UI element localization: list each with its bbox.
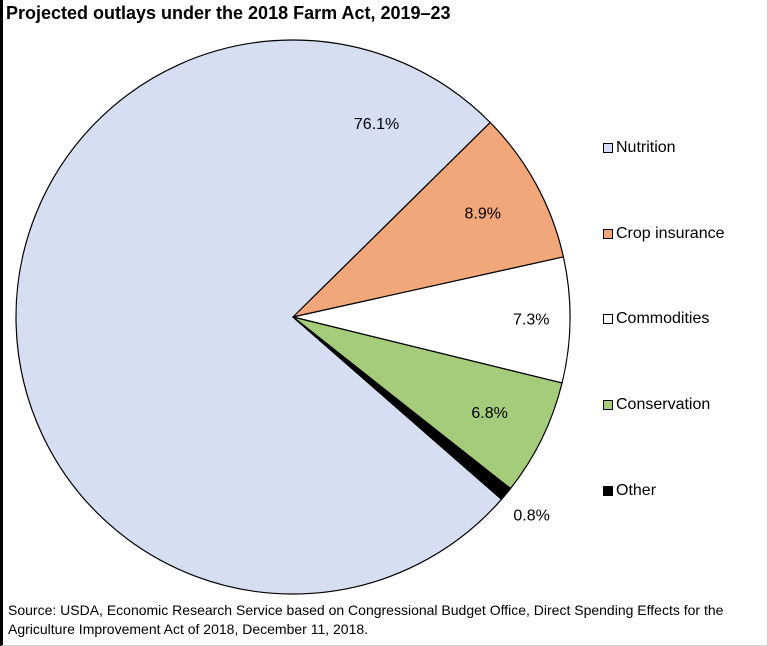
pie-slice-nutrition bbox=[15, 39, 503, 595]
legend-label-commodities: Commodities bbox=[616, 310, 710, 327]
source-note: Source: USDA, Economic Research Service … bbox=[8, 602, 724, 637]
legend-label-nutrition: Nutrition bbox=[616, 139, 676, 156]
chart-title: Projected outlays under the 2018 Farm Ac… bbox=[6, 3, 451, 23]
legend-swatch-crop-insurance bbox=[603, 229, 613, 239]
legend-item-other: Other bbox=[603, 481, 656, 501]
legend-swatch-conservation bbox=[603, 400, 613, 410]
pie-slices bbox=[15, 39, 571, 595]
data-label-conservation: 6.8% bbox=[471, 405, 507, 422]
legend-label-crop-insurance: Crop insurance bbox=[616, 225, 725, 242]
pie-slice-crop-insurance bbox=[292, 121, 565, 318]
legend-item-commodities: Commodities bbox=[603, 309, 709, 329]
legend-item-crop-insurance: Crop insurance bbox=[603, 224, 725, 244]
legend-item-nutrition: Nutrition bbox=[603, 138, 676, 158]
data-label-crop-insurance: 8.9% bbox=[465, 206, 501, 223]
data-label-commodities: 7.3% bbox=[513, 312, 549, 329]
legend-label-conservation: Conservation bbox=[616, 396, 711, 413]
legend-swatch-commodities bbox=[603, 314, 613, 324]
pie-data-labels: 76.1% 8.9% 7.3% 6.8% 0.8% bbox=[354, 116, 550, 524]
data-label-nutrition: 76.1% bbox=[354, 116, 399, 133]
legend-item-conservation: Conservation bbox=[603, 395, 710, 415]
legend-swatch-other bbox=[603, 486, 613, 496]
pie-slice-conservation bbox=[292, 316, 563, 490]
legend-swatch-nutrition bbox=[603, 143, 613, 153]
legend-label-other: Other bbox=[616, 482, 657, 499]
pie-slice-commodities bbox=[292, 256, 571, 384]
pie-slice-other bbox=[292, 316, 512, 500]
data-label-other: 0.8% bbox=[513, 507, 549, 524]
